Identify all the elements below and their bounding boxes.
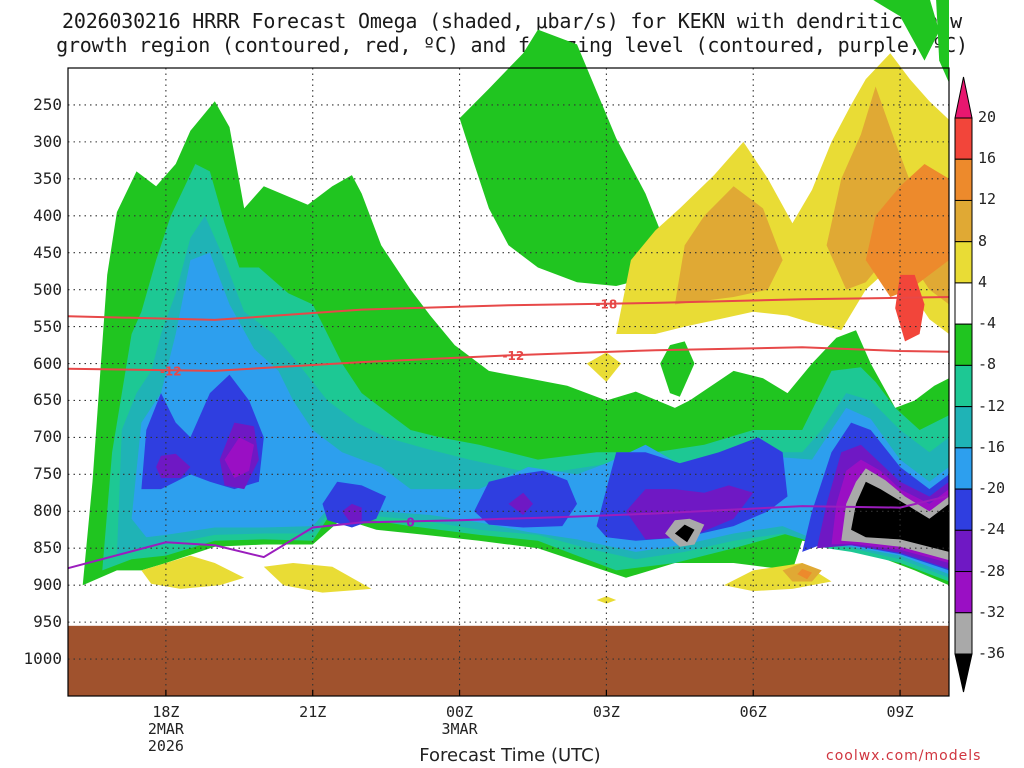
omega-purple-d [508, 492, 533, 515]
omega-black-b [851, 481, 949, 552]
pressure-label-550: 550 [33, 316, 62, 336]
chart-title-line-2: growth region (contoured, red, ºC) and f… [56, 33, 968, 57]
pressure-label-650: 650 [33, 390, 62, 410]
pressure-label-250: 250 [33, 94, 62, 114]
time-label-00Z: 00Z 3MAR [441, 703, 478, 738]
omega-orange-a [865, 164, 949, 297]
pressure-label-900: 900 [33, 575, 62, 595]
colorbar-swatch-13 [954, 612, 973, 655]
omega-magenta-a [224, 437, 254, 478]
colorbar-swatch-3 [954, 199, 973, 243]
pressure-label-350: 350 [33, 168, 62, 188]
chart-title-line-1: 2026030216 HRRR Forecast Omega (shaded, … [62, 9, 962, 33]
pressure-label-600: 600 [33, 353, 62, 373]
omega-shading [68, 0, 950, 696]
omega-green-upper [459, 29, 661, 286]
pressure-label-1000: 1000 [23, 649, 62, 669]
omega-black-a [674, 524, 695, 543]
time-label-06Z: 06Z [739, 703, 767, 721]
pressure-label-950: 950 [33, 612, 62, 632]
colorbar-label-16: 16 [978, 149, 997, 168]
colorbar-swatch-9 [954, 447, 973, 490]
credit-link[interactable]: coolwx.com/models [826, 748, 982, 764]
omega-yellow-blob [586, 352, 622, 382]
colorbar-swatch-10 [954, 488, 973, 531]
colorbar-swatch-1 [954, 117, 973, 160]
colorbar-swatch-11 [954, 529, 973, 573]
pressure-label-850: 850 [33, 538, 62, 558]
colorbar-swatch-5 [954, 282, 973, 325]
colorbar-swatch-12 [954, 571, 973, 614]
colorbar-label--24: -24 [978, 520, 1006, 539]
dgz-minus12-contour-label-1: -12 [503, 349, 525, 363]
time-label-18Z: 18Z 2MAR 2026 [147, 703, 184, 755]
colorbar-label--36: -36 [978, 644, 1006, 662]
omega-purple-c [342, 503, 362, 525]
colorbar-swatch-8 [954, 406, 973, 449]
pressure-gridlines [68, 68, 949, 696]
colorbar-swatch-4 [954, 241, 973, 284]
dgz-minus18-contour-label-0: -18 [596, 298, 618, 312]
colorbar-label--4: -4 [978, 314, 997, 333]
colorbar-label--8: -8 [978, 355, 997, 374]
colorbar-bottom-arrow [954, 653, 973, 693]
omega-colorbar [954, 76, 973, 693]
pressure-label-800: 800 [33, 501, 62, 521]
colorbar-label-12: 12 [978, 190, 997, 209]
time-label-03Z: 03Z [592, 703, 620, 721]
colorbar-label-8: 8 [978, 231, 988, 250]
omega-yellow-dot [596, 596, 617, 604]
omega-orange-b [797, 568, 812, 580]
colorbar-label-20: 20 [978, 108, 997, 126]
ground-surface [68, 625, 949, 696]
omega-green-corner [936, 0, 949, 83]
omega-purple-a [156, 453, 191, 478]
colorbar-label--28: -28 [978, 561, 1006, 580]
omega-yellow-low-a [141, 555, 245, 589]
omega-yellow-low-b [263, 563, 372, 593]
freezing-level-contour-label-0: 0 [406, 515, 414, 529]
dgz-minus18-contour [67, 296, 950, 321]
temperature-contours: -18 -12 -12 0 [67, 296, 950, 570]
colorbar-label--20: -20 [978, 479, 1006, 498]
colorbar-swatch-7 [954, 364, 973, 408]
omega-green-blob [660, 341, 695, 397]
pressure-label-750: 750 [33, 464, 62, 484]
pressure-label-700: 700 [33, 427, 62, 447]
omega-red-a [895, 274, 925, 342]
pressure-label-300: 300 [33, 131, 62, 151]
colorbar-swatch-6 [954, 323, 973, 366]
time-label-09Z: 09Z [886, 703, 914, 721]
colorbar-top-arrow [954, 76, 973, 119]
plot-frame [67, 67, 950, 697]
pressure-label-400: 400 [33, 205, 62, 225]
dgz-minus12-contour-label-0: -12 [160, 364, 182, 378]
colorbar-label--12: -12 [978, 396, 1006, 415]
dgz-minus12-contour [67, 346, 950, 372]
time-tick-marks [165, 690, 901, 696]
x-axis-title: Forecast Time (UTC) [419, 745, 601, 766]
pressure-label-500: 500 [33, 279, 62, 299]
colorbar-label--16: -16 [978, 437, 1006, 456]
pressure-label-450: 450 [33, 242, 62, 262]
colorbar-swatch-2 [954, 158, 973, 201]
omega-green-top [873, 0, 940, 61]
colorbar-label--32: -32 [978, 602, 1006, 621]
time-label-21Z: 21Z [299, 703, 327, 721]
omega-blue-a [322, 481, 387, 528]
colorbar-label-4: 4 [978, 272, 988, 291]
freezing-level-contour [67, 494, 950, 570]
